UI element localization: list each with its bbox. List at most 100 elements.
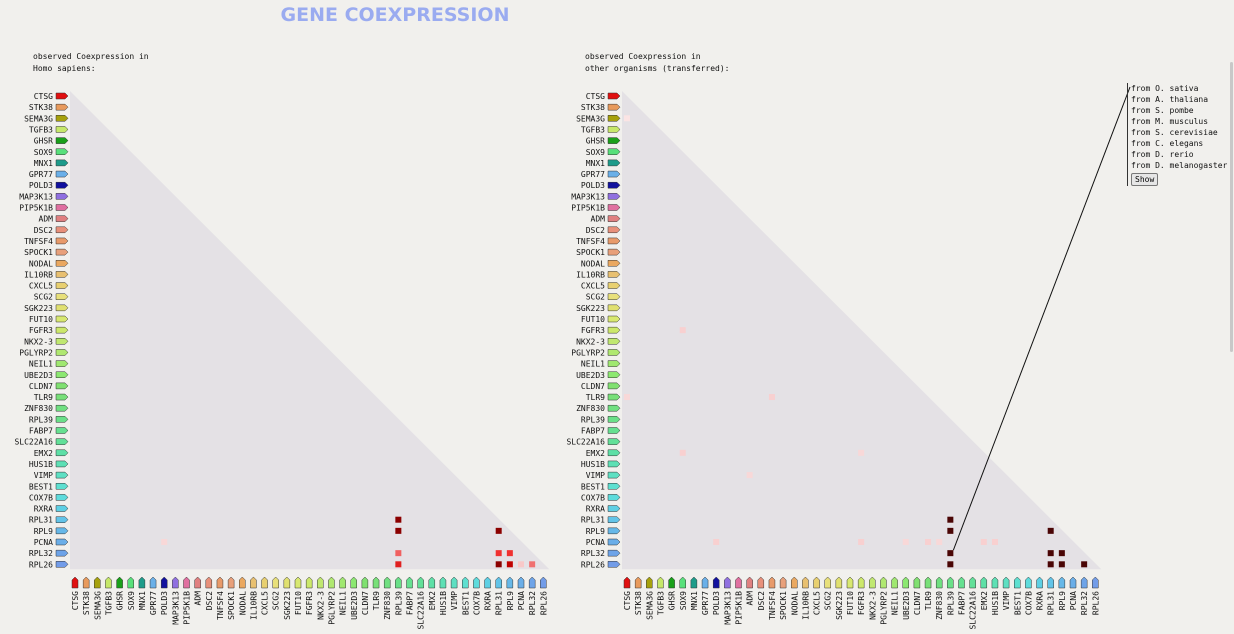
left-coexpression-cell bbox=[495, 527, 502, 534]
left-row-label: TLR9 bbox=[34, 393, 53, 402]
right-panel-caption: observed Coexpression in other organisms… bbox=[585, 52, 730, 73]
organism-item[interactable]: from S. cerevisiae bbox=[1131, 128, 1218, 137]
right-col-marker bbox=[657, 576, 664, 589]
left-row-marker bbox=[55, 103, 69, 111]
left-row-label: FUT10 bbox=[29, 315, 53, 324]
right-row-label: SLC22A16 bbox=[566, 438, 605, 447]
right-row-marker bbox=[607, 193, 621, 200]
right-col-label: CXCL5 bbox=[813, 591, 822, 615]
left-col-label: EMX2 bbox=[428, 591, 437, 610]
page-scrollbar[interactable] bbox=[1230, 62, 1233, 352]
right-coexpression-cell bbox=[768, 394, 775, 401]
left-col-label: ADM bbox=[194, 591, 203, 606]
organism-item[interactable]: from C. elegans bbox=[1131, 139, 1204, 148]
right-row-label: CTSG bbox=[586, 92, 605, 101]
right-col-marker bbox=[902, 576, 909, 589]
left-row-label: NKX2-3 bbox=[24, 337, 53, 346]
left-col-label: CTSG bbox=[71, 591, 80, 610]
right-col-marker bbox=[1092, 576, 1099, 589]
left-col-marker bbox=[439, 576, 447, 589]
right-row-marker bbox=[607, 304, 621, 312]
right-row-marker bbox=[607, 204, 621, 211]
right-row-marker bbox=[607, 137, 621, 144]
left-col-label: SGK223 bbox=[283, 591, 292, 620]
left-col-marker bbox=[116, 576, 123, 589]
organism-item[interactable]: from A. thaliana bbox=[1131, 95, 1209, 104]
right-row-marker bbox=[607, 360, 621, 367]
left-col-label: RPL39 bbox=[394, 591, 403, 615]
left-coexpression-cell bbox=[495, 561, 502, 568]
left-row-marker bbox=[55, 516, 69, 523]
left-col-marker bbox=[462, 576, 469, 589]
left-row-label: DSC2 bbox=[34, 226, 53, 235]
left-col-label: FGFR3 bbox=[305, 591, 314, 615]
right-col-marker bbox=[846, 576, 854, 589]
right-row-marker bbox=[607, 248, 621, 256]
right-row-label: CLDN7 bbox=[581, 382, 605, 391]
right-coexpression-cell bbox=[1081, 561, 1088, 568]
left-row-marker bbox=[55, 549, 69, 557]
right-row-marker bbox=[607, 170, 621, 178]
left-col-marker bbox=[395, 576, 402, 589]
left-col-label: PIP5K1B bbox=[183, 591, 192, 625]
right-col-label: STK38 bbox=[634, 591, 643, 615]
organism-item[interactable]: from D. rerio bbox=[1131, 150, 1194, 159]
left-row-label: NODAL bbox=[29, 259, 53, 268]
left-col-label: NEIL1 bbox=[339, 591, 348, 615]
right-col-marker bbox=[791, 576, 798, 589]
right-col-marker bbox=[824, 576, 831, 589]
right-row-marker bbox=[607, 315, 621, 323]
right-row-label: MNX1 bbox=[586, 159, 605, 168]
right-row-marker bbox=[607, 404, 621, 412]
right-row-marker bbox=[607, 561, 621, 568]
right-coexpression-cell bbox=[902, 539, 909, 545]
left-row-marker bbox=[55, 204, 69, 211]
right-row-marker bbox=[607, 215, 621, 222]
left-col-marker bbox=[216, 576, 224, 589]
right-col-label: ADM bbox=[746, 591, 755, 606]
right-col-marker bbox=[690, 576, 698, 589]
right-col-marker bbox=[1080, 576, 1088, 589]
left-coexpression-cell bbox=[161, 539, 168, 545]
organism-item[interactable]: from O. sativa bbox=[1131, 84, 1199, 93]
right-col-label: RPL39 bbox=[946, 591, 955, 615]
left-row-label: COX7B bbox=[29, 493, 53, 502]
left-row-label: MNX1 bbox=[34, 159, 53, 168]
left-row-label: VIMP bbox=[34, 471, 53, 480]
left-col-label: SCG2 bbox=[272, 591, 281, 610]
left-col-marker bbox=[383, 576, 391, 589]
left-col-marker bbox=[495, 576, 502, 589]
right-col-marker bbox=[924, 576, 932, 589]
right-coexpression-cell bbox=[1058, 561, 1065, 568]
right-row-marker bbox=[607, 549, 621, 557]
right-row-label: TGFB3 bbox=[581, 125, 605, 134]
right-coexpression-cell bbox=[858, 449, 865, 456]
right-row-label: IL10RB bbox=[576, 270, 605, 279]
right-row-marker bbox=[607, 527, 621, 535]
left-row-marker bbox=[55, 193, 69, 200]
organism-item[interactable]: from M. musculus bbox=[1131, 117, 1209, 126]
left-row-marker bbox=[55, 215, 69, 222]
left-col-label: RPL9 bbox=[506, 591, 515, 610]
right-row-label: FABP7 bbox=[581, 427, 605, 436]
right-row-marker bbox=[607, 382, 621, 390]
right-row-label: POLD3 bbox=[581, 181, 605, 190]
left-coexpression-cell bbox=[518, 561, 524, 568]
left-col-marker bbox=[194, 576, 201, 589]
left-row-marker bbox=[55, 382, 69, 390]
right-col-marker bbox=[991, 576, 999, 589]
right-row-label: TNFSF4 bbox=[576, 237, 605, 246]
right-row-label: SGK223 bbox=[576, 304, 605, 313]
right-row-marker bbox=[607, 103, 621, 111]
left-col-marker bbox=[350, 576, 357, 589]
left-row-label: IL10RB bbox=[24, 270, 53, 279]
right-col-marker bbox=[935, 576, 943, 589]
organism-item[interactable]: from D. melanogaster bbox=[1131, 161, 1228, 170]
left-row-label: CLDN7 bbox=[29, 382, 53, 391]
show-button[interactable]: Show bbox=[1131, 173, 1159, 186]
left-col-marker bbox=[361, 576, 369, 589]
left-row-marker bbox=[55, 282, 69, 289]
right-coexpression-cell bbox=[947, 550, 954, 557]
organism-item[interactable]: from S. pombe bbox=[1131, 106, 1194, 115]
